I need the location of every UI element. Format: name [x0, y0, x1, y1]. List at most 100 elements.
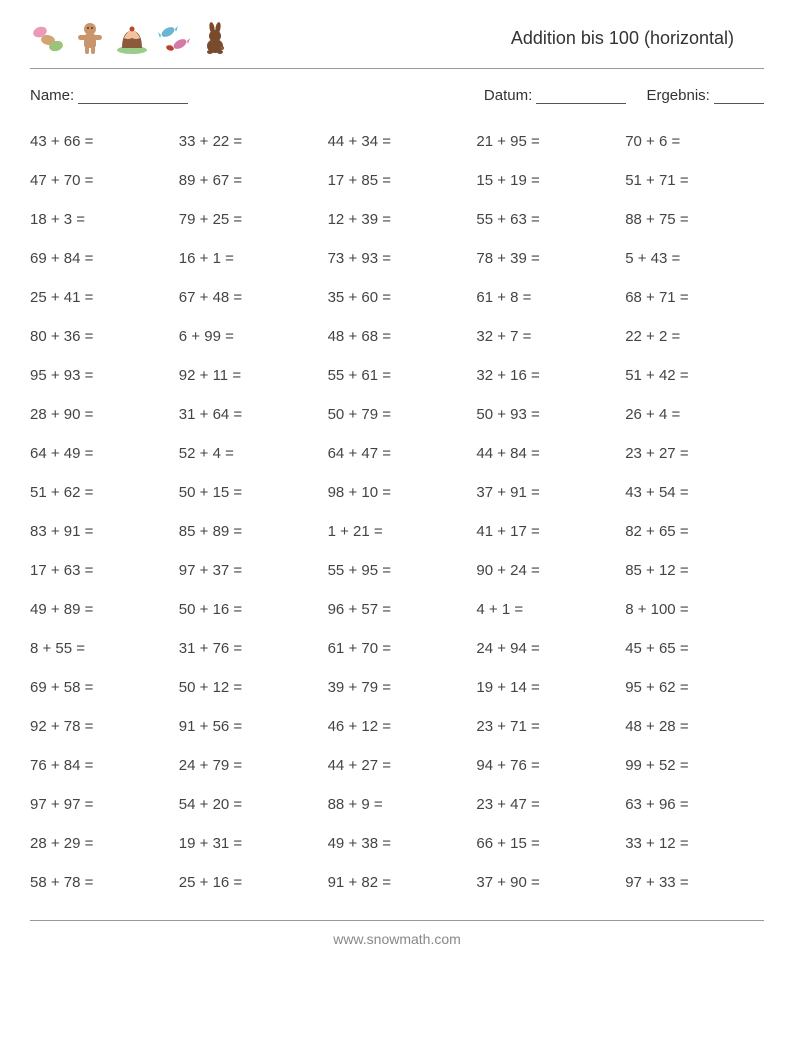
- problem: 63 + 96 =: [625, 785, 764, 824]
- problem: 44 + 27 =: [328, 746, 467, 785]
- problem: 25 + 41 =: [30, 278, 169, 317]
- problem: 61 + 70 =: [328, 629, 467, 668]
- problem: 18 + 3 =: [30, 200, 169, 239]
- problem: 83 + 91 =: [30, 512, 169, 551]
- problem: 69 + 84 =: [30, 239, 169, 278]
- problem: 61 + 8 =: [476, 278, 615, 317]
- candies-icon: [156, 20, 192, 56]
- pudding-icon: [114, 20, 150, 56]
- problem: 95 + 62 =: [625, 668, 764, 707]
- problem: 31 + 76 =: [179, 629, 318, 668]
- macarons-icon: [30, 20, 66, 56]
- problem: 48 + 28 =: [625, 707, 764, 746]
- problem: 6 + 99 =: [179, 317, 318, 356]
- problem: 17 + 85 =: [328, 161, 467, 200]
- ergebnis-blank[interactable]: [714, 89, 764, 104]
- problem: 76 + 84 =: [30, 746, 169, 785]
- footer: www.snowmath.com: [30, 920, 764, 947]
- problem: 48 + 68 =: [328, 317, 467, 356]
- problem: 28 + 90 =: [30, 395, 169, 434]
- problem: 73 + 93 =: [328, 239, 467, 278]
- problem: 85 + 12 =: [625, 551, 764, 590]
- problem: 8 + 100 =: [625, 590, 764, 629]
- problem: 69 + 58 =: [30, 668, 169, 707]
- problem: 51 + 62 =: [30, 473, 169, 512]
- problem: 21 + 95 =: [476, 122, 615, 161]
- problem: 97 + 97 =: [30, 785, 169, 824]
- problem: 92 + 11 =: [179, 356, 318, 395]
- problem: 16 + 1 =: [179, 239, 318, 278]
- problem: 45 + 65 =: [625, 629, 764, 668]
- problem: 79 + 25 =: [179, 200, 318, 239]
- bunny-icon: [198, 20, 234, 56]
- problem: 33 + 22 =: [179, 122, 318, 161]
- ergebnis-field: Ergebnis:: [646, 87, 764, 104]
- meta-left: Name:: [30, 87, 188, 104]
- problem: 23 + 27 =: [625, 434, 764, 473]
- problem: 67 + 48 =: [179, 278, 318, 317]
- problem: 58 + 78 =: [30, 863, 169, 902]
- problem: 19 + 14 =: [476, 668, 615, 707]
- problem: 4 + 1 =: [476, 590, 615, 629]
- problem: 51 + 42 =: [625, 356, 764, 395]
- problem: 66 + 15 =: [476, 824, 615, 863]
- header: Addition bis 100 (horizontal): [30, 20, 764, 69]
- problem: 46 + 12 =: [328, 707, 467, 746]
- problem: 43 + 66 =: [30, 122, 169, 161]
- problem: 37 + 91 =: [476, 473, 615, 512]
- meta-right: Datum: Ergebnis:: [484, 87, 764, 104]
- datum-blank[interactable]: [536, 89, 626, 104]
- problem: 51 + 71 =: [625, 161, 764, 200]
- ergebnis-label: Ergebnis:: [646, 87, 709, 104]
- problem: 15 + 19 =: [476, 161, 615, 200]
- problem: 90 + 24 =: [476, 551, 615, 590]
- meta-row: Name: Datum: Ergebnis:: [30, 87, 764, 104]
- problem: 1 + 21 =: [328, 512, 467, 551]
- problems-grid: 43 + 66 =33 + 22 =44 + 34 =21 + 95 =70 +…: [30, 122, 764, 902]
- footer-text: www.snowmath.com: [333, 931, 461, 947]
- problem: 28 + 29 =: [30, 824, 169, 863]
- problem: 26 + 4 =: [625, 395, 764, 434]
- problem: 55 + 61 =: [328, 356, 467, 395]
- problem: 23 + 47 =: [476, 785, 615, 824]
- problem: 31 + 64 =: [179, 395, 318, 434]
- problem: 35 + 60 =: [328, 278, 467, 317]
- problem: 5 + 43 =: [625, 239, 764, 278]
- problem: 33 + 12 =: [625, 824, 764, 863]
- problem: 24 + 94 =: [476, 629, 615, 668]
- gingerbread-icon: [72, 20, 108, 56]
- problem: 52 + 4 =: [179, 434, 318, 473]
- problem: 91 + 82 =: [328, 863, 467, 902]
- problem: 25 + 16 =: [179, 863, 318, 902]
- problem: 41 + 17 =: [476, 512, 615, 551]
- worksheet-page: Addition bis 100 (horizontal) Name: Datu…: [0, 0, 794, 1053]
- problem: 92 + 78 =: [30, 707, 169, 746]
- problem: 12 + 39 =: [328, 200, 467, 239]
- problem: 24 + 79 =: [179, 746, 318, 785]
- problem: 98 + 10 =: [328, 473, 467, 512]
- problem: 82 + 65 =: [625, 512, 764, 551]
- problem: 32 + 7 =: [476, 317, 615, 356]
- problem: 78 + 39 =: [476, 239, 615, 278]
- header-icons: [30, 20, 234, 56]
- problem: 70 + 6 =: [625, 122, 764, 161]
- problem: 50 + 79 =: [328, 395, 467, 434]
- name-blank[interactable]: [78, 89, 188, 104]
- problem: 68 + 71 =: [625, 278, 764, 317]
- problem: 64 + 47 =: [328, 434, 467, 473]
- datum-label: Datum:: [484, 87, 532, 104]
- name-field: Name:: [30, 87, 188, 104]
- problem: 80 + 36 =: [30, 317, 169, 356]
- problem: 96 + 57 =: [328, 590, 467, 629]
- problem: 88 + 75 =: [625, 200, 764, 239]
- problem: 95 + 93 =: [30, 356, 169, 395]
- problem: 50 + 16 =: [179, 590, 318, 629]
- problem: 49 + 38 =: [328, 824, 467, 863]
- problem: 54 + 20 =: [179, 785, 318, 824]
- worksheet-title: Addition bis 100 (horizontal): [511, 28, 734, 49]
- problem: 99 + 52 =: [625, 746, 764, 785]
- problem: 43 + 54 =: [625, 473, 764, 512]
- problem: 39 + 79 =: [328, 668, 467, 707]
- problem: 50 + 15 =: [179, 473, 318, 512]
- problem: 88 + 9 =: [328, 785, 467, 824]
